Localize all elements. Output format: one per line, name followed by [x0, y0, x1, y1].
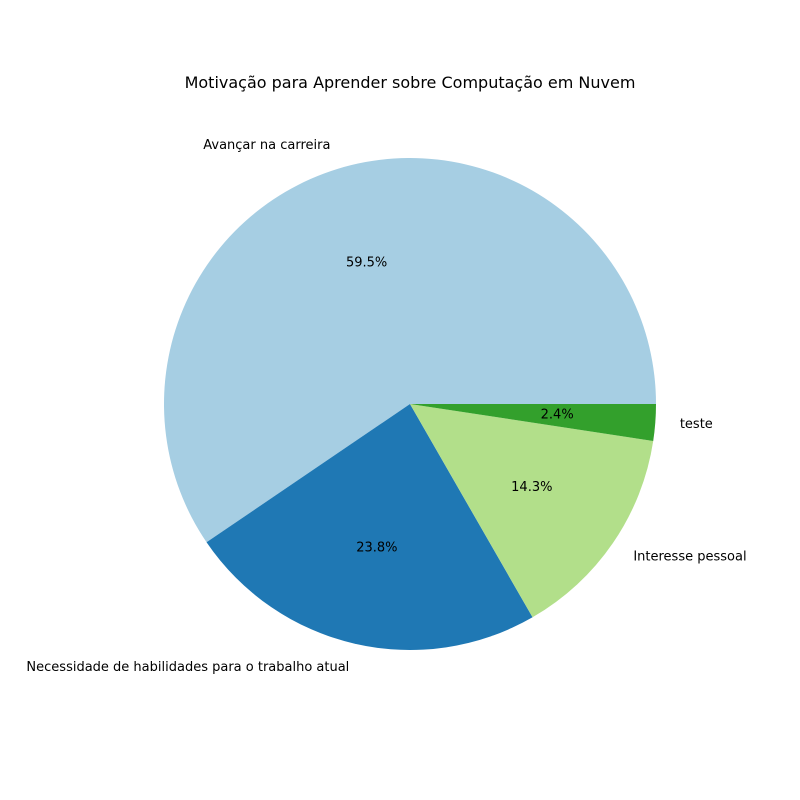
slice-avancar-na-carreira	[164, 158, 656, 543]
chart-title: Motivação para Aprender sobre Computação…	[185, 73, 636, 92]
pie-labels: Avançar na carreira 59.5% Necessidade de h…	[26, 138, 746, 675]
slice-label-interesse-pessoal: Interesse pessoal	[633, 549, 746, 564]
pie-slices	[164, 158, 656, 650]
slice-teste	[410, 404, 656, 441]
slice-pct-interesse-pessoal: 14.3%	[511, 480, 552, 495]
slice-interesse-pessoal	[410, 404, 654, 618]
slice-label-teste: teste	[680, 417, 713, 432]
slice-label-necessidade-de-habilidades-para-o-trabalho-atual: Necessidade de habilidades para o trabal…	[26, 660, 349, 675]
slice-pct-necessidade-de-habilidades-para-o-trabalho-atual: 23.8%	[356, 540, 397, 555]
slice-pct-teste: 2.4%	[541, 408, 574, 423]
slice-necessidade-de-habilidades-para-o-trabalho-atual	[206, 404, 533, 650]
slice-pct-avancar-na-carreira: 59.5%	[346, 255, 387, 270]
slice-label-avancar-na-carreira: Avançar na carreira	[203, 138, 330, 153]
